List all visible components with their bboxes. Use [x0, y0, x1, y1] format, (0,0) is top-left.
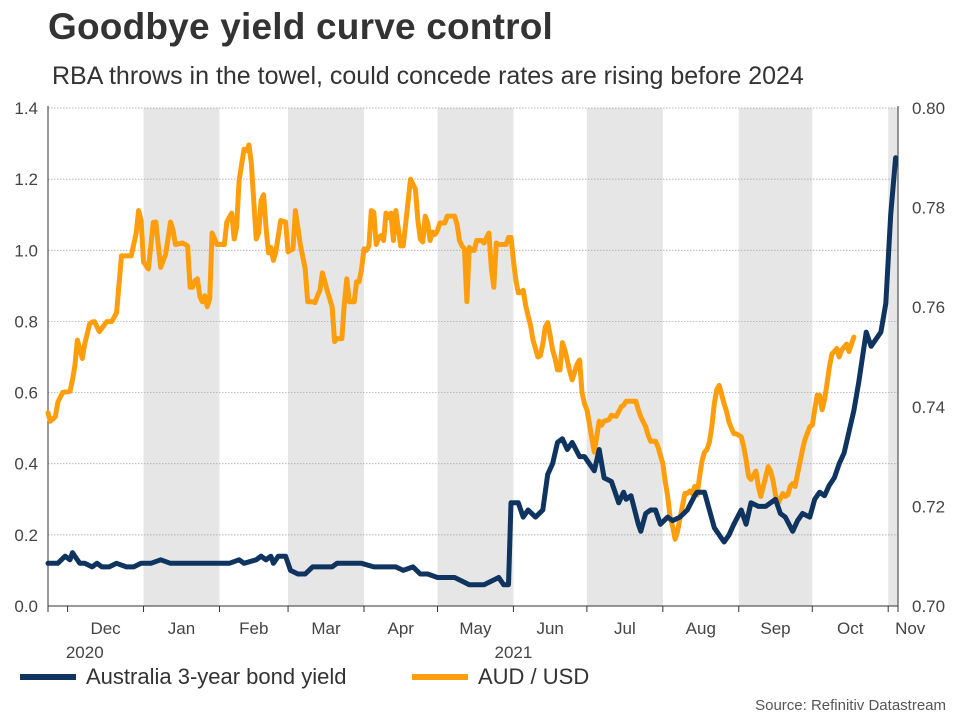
right-tick-label: 0.72 — [912, 497, 945, 516]
source-note: Source: Refinitiv Datastream — [755, 697, 946, 714]
month-label-jan: Jan — [168, 619, 195, 638]
shaded-band-jan — [143, 108, 220, 606]
month-label-sep: Sep — [760, 619, 790, 638]
left-tick-label: 0.6 — [14, 384, 38, 403]
left-tick-label: 0.0 — [14, 597, 38, 616]
legend-swatch-aud — [412, 674, 468, 680]
legend-label-aud: AUD / USD — [478, 664, 590, 689]
month-label-feb: Feb — [239, 619, 268, 638]
month-label-dec: Dec — [90, 619, 121, 638]
series-lines — [45, 142, 899, 588]
month-label-apr: Apr — [388, 619, 415, 638]
left-tick-label: 1.0 — [14, 241, 38, 260]
axes — [47, 106, 899, 612]
left-tick-label: 0.4 — [14, 455, 38, 474]
month-label-jul: Jul — [614, 619, 636, 638]
left-tick-label: 0.2 — [14, 526, 38, 545]
right-tick-label: 0.74 — [912, 398, 945, 417]
year-label-2020: 2020 — [66, 643, 104, 662]
right-axis-ticks: 0.70 0.72 0.74 0.76 0.78 0.80 — [912, 99, 945, 616]
month-label-oct: Oct — [837, 619, 864, 638]
right-tick-label: 0.78 — [912, 199, 945, 218]
legend-item-yield: Australia 3-year bond yield — [20, 664, 346, 690]
month-label-aug: Aug — [686, 619, 716, 638]
month-label-may: May — [459, 619, 492, 638]
shaded-band-mar — [288, 108, 364, 606]
year-label-2021: 2021 — [495, 643, 533, 662]
legend-swatch-yield — [20, 674, 76, 680]
right-tick-label: 0.70 — [912, 597, 945, 616]
legend: Australia 3-year bond yield AUD / USD — [0, 664, 960, 696]
month-label-jun: Jun — [536, 619, 563, 638]
left-tick-label: 0.8 — [14, 312, 38, 331]
x-axis-ticks: Dec Jan Feb Mar Apr May Jun Jul Aug Sep Oct Nov 2020… — [66, 606, 926, 662]
series-line-aud-usd — [45, 142, 857, 542]
chart-title: Goodbye yield curve control — [48, 6, 554, 47]
left-axis-ticks: 0.0 0.2 0.4 0.6 0.8 1.0 1.2 1.4 — [14, 99, 38, 616]
legend-item-aud: AUD / USD — [412, 664, 589, 690]
left-tick-label: 1.4 — [14, 99, 38, 118]
month-bands — [143, 108, 898, 606]
month-label-nov: Nov — [895, 619, 926, 638]
right-tick-label: 0.76 — [912, 298, 945, 317]
legend-label-yield: Australia 3-year bond yield — [86, 664, 347, 689]
shaded-band-may — [437, 108, 514, 606]
right-tick-label: 0.80 — [912, 99, 945, 118]
shaded-band-sep — [738, 108, 813, 606]
chart-subtitle: RBA throws in the towel, could concede r… — [52, 62, 804, 90]
shaded-band-jul — [586, 108, 663, 606]
left-tick-label: 1.2 — [14, 170, 38, 189]
month-label-mar: Mar — [311, 619, 341, 638]
shaded-band-nov — [888, 108, 898, 606]
series-line-bond-yield — [45, 155, 899, 588]
